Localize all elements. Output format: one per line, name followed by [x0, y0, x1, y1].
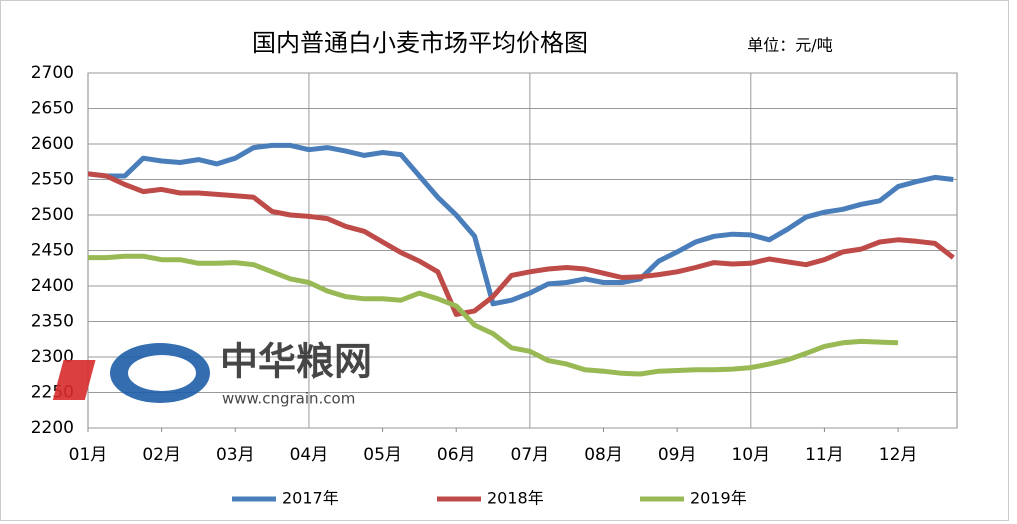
watermark-name: 中华粮网 [220, 340, 372, 384]
x-tick-label: 01月 [69, 445, 108, 465]
x-tick-label: 09月 [658, 445, 697, 465]
legend-label: 2019年 [690, 489, 747, 508]
y-tick-label: 2600 [31, 134, 74, 154]
unit-label: 单位：元/吨 [747, 36, 832, 55]
watermark-logo [128, 355, 196, 391]
plot: 2200225023002350240024502500255026002650… [31, 63, 958, 465]
x-tick-label: 10月 [731, 445, 770, 465]
series-line [87, 142, 954, 307]
series-line [88, 253, 899, 377]
watermark-url: www.cngrain.com [222, 390, 355, 408]
x-tick-label: 02月 [142, 445, 181, 465]
y-tick-label: 2550 [31, 170, 74, 190]
legend-label: 2017年 [282, 489, 339, 508]
watermark-logo [52, 360, 96, 400]
x-tick-label: 07月 [511, 445, 550, 465]
legend-label: 2018年 [487, 489, 544, 508]
y-tick-label: 2450 [31, 241, 74, 261]
y-tick-label: 2200 [31, 418, 74, 438]
y-tick-label: 2400 [31, 276, 74, 296]
chart-title: 国内普通白小麦市场平均价格图 [252, 29, 588, 57]
x-tick-label: 04月 [290, 445, 329, 465]
x-tick-label: 08月 [584, 445, 623, 465]
y-tick-label: 2650 [31, 99, 74, 119]
series-line [87, 171, 955, 317]
y-tick-label: 2700 [31, 63, 74, 83]
watermark: 中华粮网 www.cngrain.com [52, 340, 372, 408]
legend: 2017年 2018年 2019年 [232, 489, 747, 508]
x-tick-label: 03月 [216, 445, 255, 465]
y-tick-label: 2500 [31, 205, 74, 225]
y-tick-label: 2350 [31, 312, 74, 332]
x-tick-label: 11月 [805, 445, 844, 465]
x-tick-label: 05月 [363, 445, 402, 465]
x-tick-label: 06月 [437, 445, 476, 465]
x-tick-label: 12月 [879, 445, 918, 465]
